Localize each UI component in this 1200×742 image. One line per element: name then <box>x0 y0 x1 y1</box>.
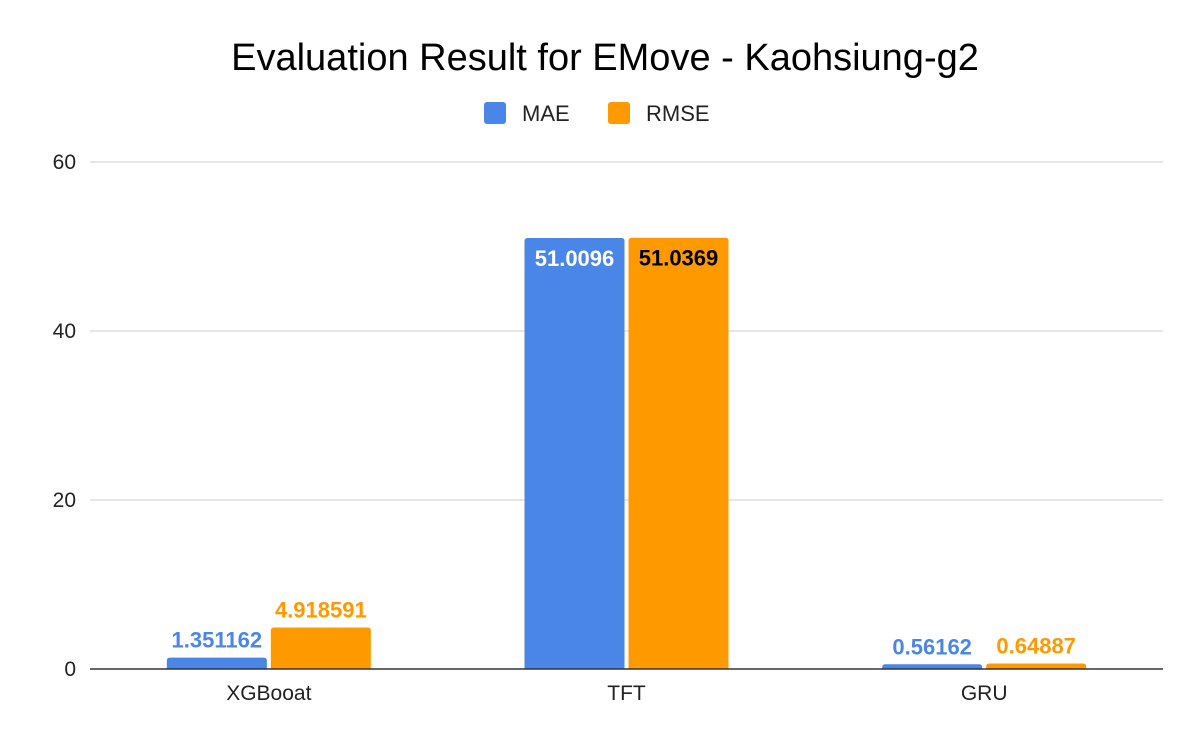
data-label: 51.0096 <box>535 246 615 271</box>
legend-swatch-mae <box>484 102 506 124</box>
bars <box>166 237 1087 670</box>
data-label: 0.56162 <box>892 634 972 659</box>
data-label: 1.351162 <box>172 628 263 653</box>
bar-mae-tft <box>524 237 625 670</box>
gridlines <box>90 161 1163 501</box>
x-axis-categories: XGBooat TFT GRU <box>226 682 1007 705</box>
x-category-label: TFT <box>607 682 646 705</box>
legend: MAE RMSE <box>484 101 710 126</box>
y-axis-ticks: 0 20 40 60 <box>53 151 76 681</box>
bar-mae-xgbooat <box>166 657 267 669</box>
chart-title: Evaluation Result for EMove - Kaohsiung-… <box>231 37 979 79</box>
data-labels: 1.351162 4.918591 51.0096 51.0369 0.56162 0.6… <box>172 246 1076 660</box>
legend-label-rmse: RMSE <box>646 101 710 126</box>
bar-mae-gru <box>882 664 983 669</box>
bar-rmse-gru <box>986 663 1087 669</box>
bar-rmse-tft <box>628 237 729 669</box>
legend-label-mae: MAE <box>522 101 570 126</box>
data-label: 4.918591 <box>275 597 367 622</box>
y-tick-label: 40 <box>53 320 76 343</box>
y-tick-label: 0 <box>64 658 76 681</box>
legend-swatch-rmse <box>608 102 630 124</box>
data-label: 51.0369 <box>639 246 719 271</box>
x-category-label: GRU <box>961 682 1008 705</box>
x-category-label: XGBooat <box>226 682 311 705</box>
bar-rmse-xgbooat <box>270 627 371 669</box>
y-tick-label: 20 <box>53 489 76 512</box>
data-label: 0.64887 <box>996 634 1076 659</box>
y-tick-label: 60 <box>53 151 76 174</box>
